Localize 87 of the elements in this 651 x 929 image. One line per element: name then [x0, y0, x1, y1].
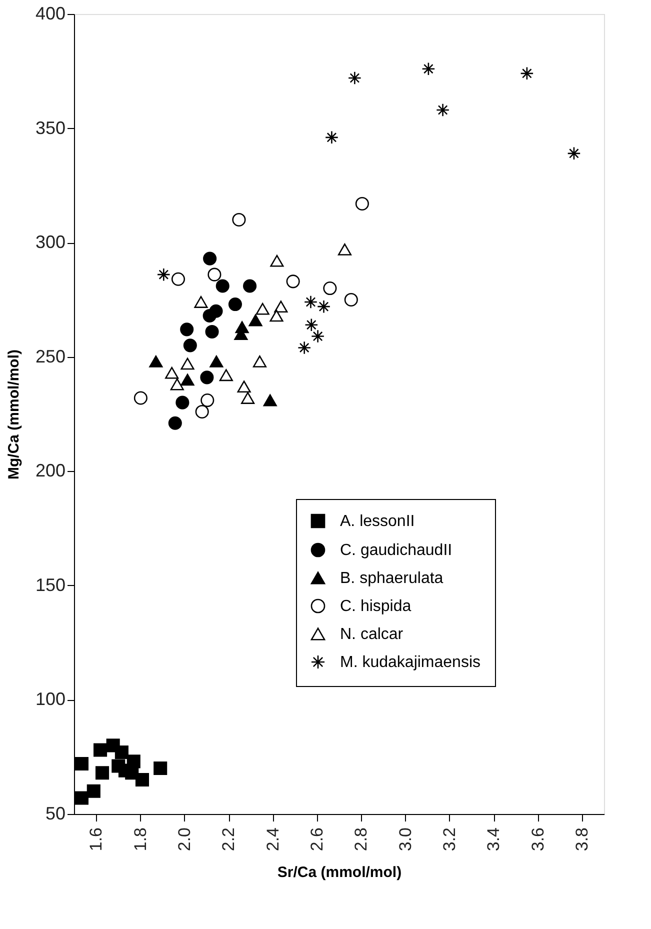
point	[202, 308, 216, 322]
x-tick-label: 3.4	[484, 828, 504, 852]
y-tick-label: 50	[45, 804, 66, 824]
point	[344, 292, 358, 306]
point	[355, 196, 369, 210]
point	[243, 279, 257, 293]
point	[241, 392, 255, 404]
point	[216, 279, 230, 293]
point	[422, 62, 436, 76]
x-tick-label: 2.6	[307, 828, 326, 852]
x-tick-label: 3.6	[528, 828, 548, 852]
point	[228, 298, 242, 312]
point	[252, 355, 266, 368]
point	[208, 268, 222, 282]
point	[338, 243, 352, 256]
y-tick-label: 250	[35, 346, 66, 366]
legend-label: N. calcar	[340, 626, 404, 643]
point	[170, 378, 184, 390]
y-tick-label: 200	[35, 460, 66, 481]
x-tick-label: 1.8	[130, 828, 150, 852]
y-tick-label: 300	[35, 232, 66, 252]
point	[263, 394, 277, 406]
point	[200, 370, 214, 384]
point	[94, 743, 108, 757]
point	[270, 310, 284, 322]
x-tick-label: 3.2	[440, 828, 459, 852]
point	[165, 366, 179, 379]
point	[324, 130, 338, 144]
point	[95, 766, 110, 780]
x-tick-label: 2.8	[352, 828, 371, 852]
point	[154, 762, 168, 776]
legend-label: B. sphaerulata	[340, 570, 444, 587]
x-tick-label: 2.2	[219, 828, 238, 852]
point	[348, 71, 362, 85]
x-tick-label: 3.8	[572, 828, 592, 852]
point	[248, 314, 262, 326]
x-axis-title: Sr/Ca (mmol/mol)	[277, 864, 402, 882]
point	[180, 322, 194, 336]
x-tick-label: 2.4	[263, 828, 282, 852]
point	[210, 355, 224, 368]
point	[311, 330, 325, 344]
point	[203, 252, 217, 266]
point	[436, 103, 450, 117]
point	[74, 756, 88, 770]
point	[256, 302, 270, 315]
x-tick-label: 2.0	[174, 828, 194, 852]
point	[114, 746, 128, 760]
point	[171, 272, 186, 286]
point	[316, 300, 331, 314]
legend-label: A. lessonII	[340, 513, 415, 530]
point	[286, 274, 300, 288]
point	[520, 66, 534, 80]
point	[194, 296, 208, 308]
x-tick-label: 3.0	[396, 828, 415, 852]
legend-label: C. hispida	[340, 598, 412, 615]
point	[135, 772, 150, 786]
y-tick-label: 400	[35, 4, 66, 24]
y-tick-label: 150	[35, 574, 66, 595]
point	[176, 396, 190, 410]
point	[156, 268, 170, 282]
point	[195, 404, 209, 418]
point	[183, 338, 197, 352]
y-tick-label: 100	[35, 689, 66, 710]
point	[149, 355, 163, 368]
point	[304, 295, 318, 309]
point	[323, 282, 337, 296]
point	[232, 212, 246, 226]
point	[180, 358, 194, 370]
point	[274, 300, 288, 313]
point	[134, 391, 148, 405]
x-tick-label: 1.6	[86, 828, 106, 852]
legend-label: C. gaudichaudII	[340, 542, 452, 559]
point	[86, 784, 100, 798]
point	[74, 791, 88, 805]
point	[168, 416, 182, 430]
point	[200, 394, 214, 408]
point	[567, 146, 581, 160]
y-tick-label: 350	[35, 118, 66, 138]
legend-label: M. kudakajimaensis	[340, 654, 480, 671]
point	[237, 380, 251, 393]
point	[304, 318, 318, 332]
point	[219, 369, 233, 382]
point	[270, 254, 284, 267]
point	[205, 324, 219, 338]
y-axis-title: Mg/Ca (mmol/mol)	[5, 350, 22, 480]
point	[298, 340, 312, 354]
point	[180, 374, 194, 386]
